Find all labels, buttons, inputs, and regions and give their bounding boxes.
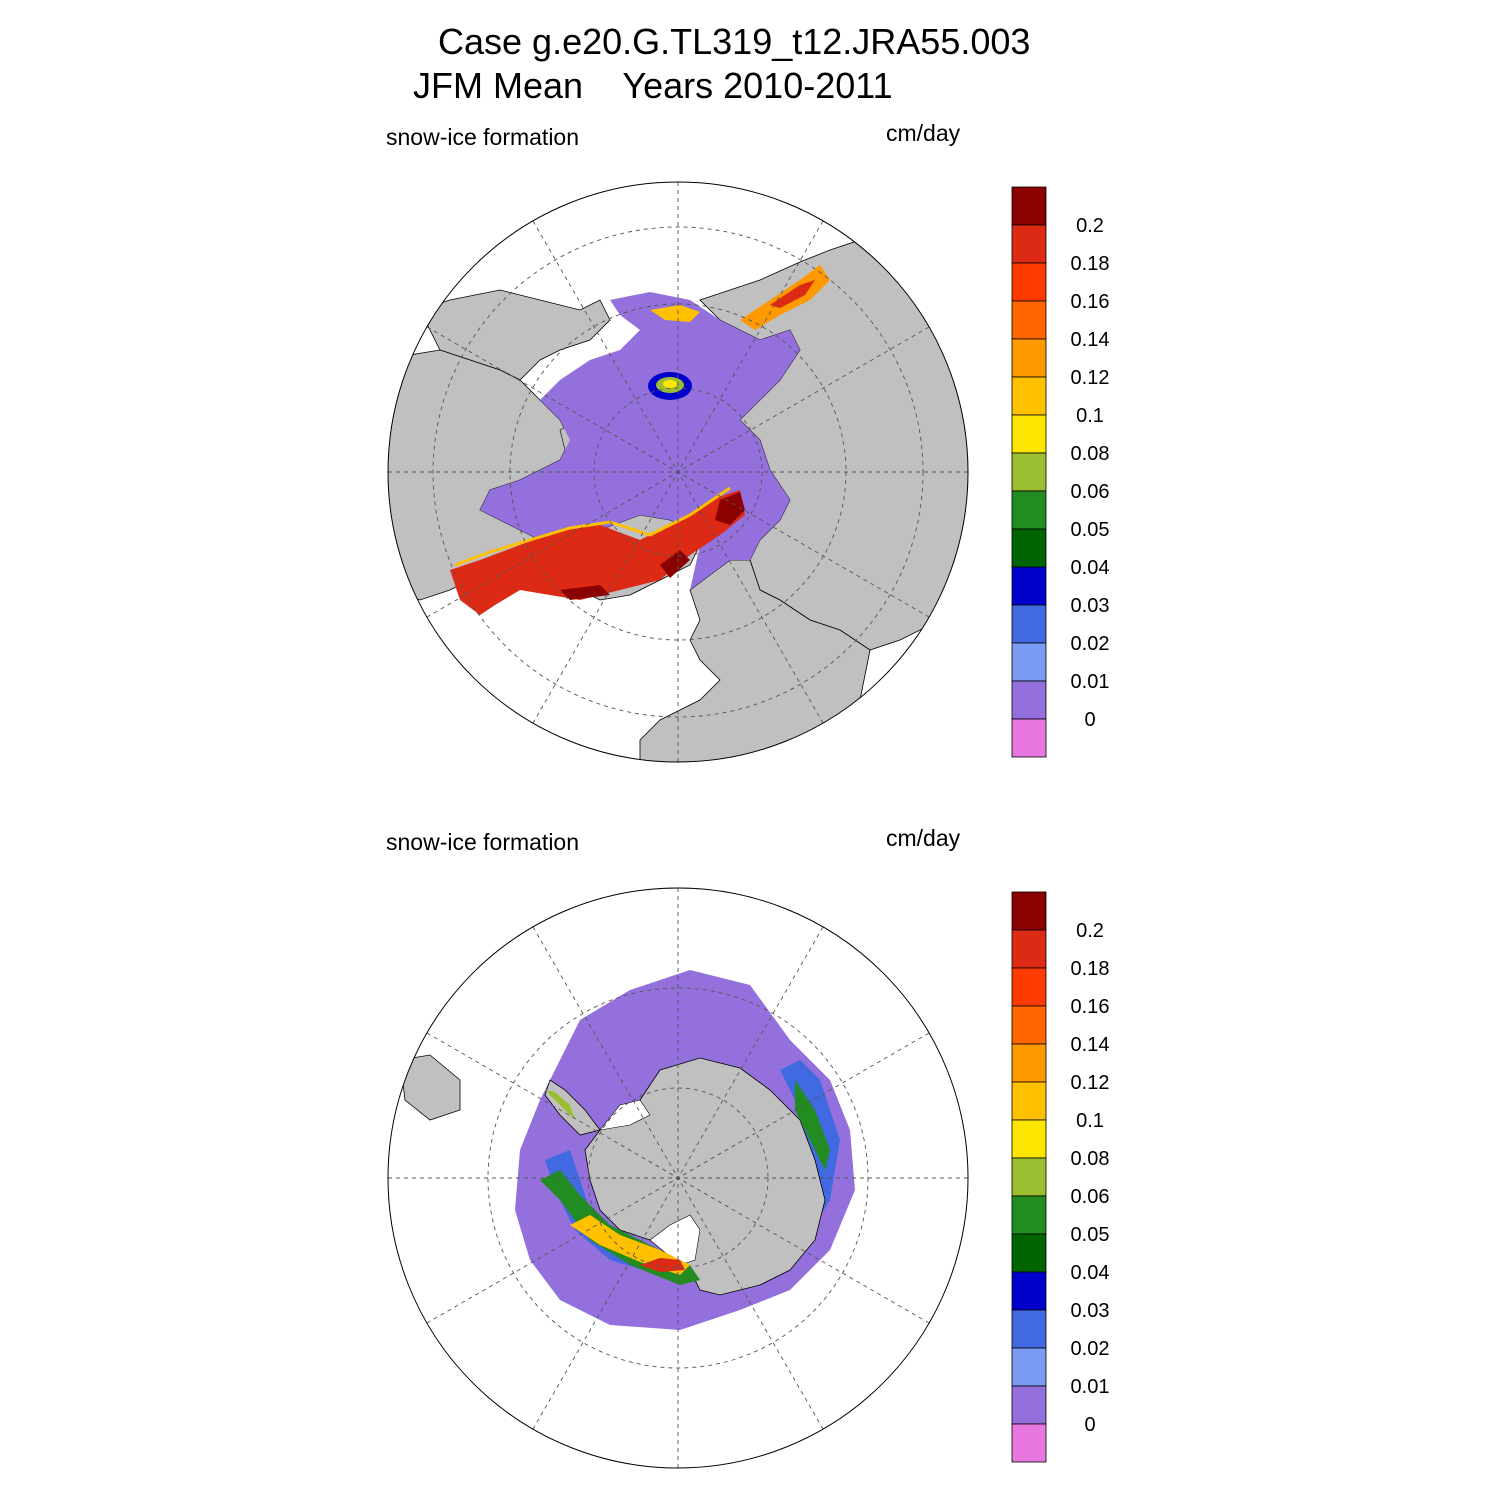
south-colorbar-swatch (1011, 1271, 1047, 1311)
north-map-gridlines (388, 182, 968, 762)
north-colorbar-swatch (1011, 186, 1047, 226)
south-colorbar-swatch (1011, 1119, 1047, 1159)
north-colorbar-swatch (1011, 224, 1047, 264)
north-colorbar-swatch (1011, 376, 1047, 416)
south-map-gridlines (388, 888, 968, 1468)
north-polar-map (387, 181, 969, 763)
north-map-clip (388, 239, 968, 762)
north-seaice-atlantic-core (560, 492, 745, 600)
south-colorbar-swatch (1011, 1005, 1047, 1045)
south-colorbar-tick-label: 0.04 (1071, 1262, 1110, 1284)
south-colorbar-swatch (1011, 929, 1047, 969)
north-colorbar-swatch (1011, 300, 1047, 340)
south-colorbar-swatch (1011, 1347, 1047, 1387)
north-colorbar-tick-label: 0.2 (1076, 215, 1104, 237)
north-colorbar-swatch (1011, 566, 1047, 606)
north-colorbar-swatch (1011, 452, 1047, 492)
south-map-border (387, 887, 969, 1469)
south-colorbar-tick-label: 0.02 (1071, 1338, 1110, 1360)
south-colorbar-tick-label: 0 (1084, 1414, 1095, 1436)
south-colorbar-tick-label: 0.2 (1076, 920, 1104, 942)
south-colorbar-tick-label: 0.03 (1071, 1300, 1110, 1322)
south-seaice-blue-band (545, 1060, 840, 1285)
north-colorbar-tick-label: 0.12 (1071, 367, 1110, 389)
north-colorbar-tick-label: 0.14 (1071, 329, 1110, 351)
north-colorbar-tick-label: 0.18 (1071, 253, 1110, 275)
south-colorbar-swatch (1011, 1423, 1047, 1463)
south-colorbar-swatch (1011, 1195, 1047, 1235)
south-seaice-east-green (795, 1080, 830, 1170)
north-map-border (387, 181, 969, 763)
south-polar-map (387, 887, 969, 1469)
north-colorbar-tick-label: 0.03 (1071, 595, 1110, 617)
north-seaice-bering-band (650, 305, 700, 322)
south-colorbar-swatch (1011, 1309, 1047, 1349)
south-seaice-ross-red (640, 1258, 685, 1272)
south-colorbar-tick-label: 0.18 (1071, 958, 1110, 980)
south-panel-variable-label: snow-ice formation (386, 829, 580, 855)
south-colorbar-swatch (1011, 1157, 1047, 1197)
south-colorbar-tick-label: 0.06 (1071, 1186, 1110, 1208)
north-colorbar-tick-label: 0.01 (1071, 671, 1110, 693)
north-colorbar-tick-label: 0.16 (1071, 291, 1110, 313)
north-seaice-okhotsk-core (770, 280, 815, 308)
north-panel-units-label: cm/day (886, 120, 961, 146)
north-panel-variable-label: snow-ice formation (386, 124, 580, 150)
south-colorbar-tick-label: 0.1 (1076, 1110, 1104, 1132)
figure-title-period: JFM Mean Years 2010-2011 (413, 65, 893, 106)
south-panel-units-label: cm/day (886, 825, 961, 851)
north-colorbar-swatch (1011, 718, 1047, 758)
south-colorbar-tick-label: 0.12 (1071, 1072, 1110, 1094)
south-landmass-peninsula (544, 1079, 601, 1136)
south-colorbar-tick-label: 0.08 (1071, 1148, 1110, 1170)
north-seaice-atlantic-edge (454, 486, 731, 567)
south-colorbar-tick-label: 0.05 (1071, 1224, 1110, 1246)
north-colorbar-tick-label: 0.1 (1076, 405, 1104, 427)
north-colorbar-swatch (1011, 642, 1047, 682)
north-colorbar-tick-label: 0.02 (1071, 633, 1110, 655)
south-colorbar-swatch (1011, 1081, 1047, 1121)
north-colorbar-swatch (1011, 680, 1047, 720)
south-colorbar-swatch (1011, 1385, 1047, 1425)
south-colorbar-swatch (1011, 1233, 1047, 1273)
north-seaice-central-patch-core (663, 380, 677, 388)
north-colorbar-tick-label: 0 (1084, 709, 1095, 731)
south-colorbar-tick-label: 0.16 (1071, 996, 1110, 1018)
north-colorbar-swatch (1011, 414, 1047, 454)
north-colorbar-swatch (1011, 262, 1047, 302)
south-colorbar-swatch (1011, 967, 1047, 1007)
north-colorbar-tick-label: 0.05 (1071, 519, 1110, 541)
south-colorbar: 0.2 0.18 0.16 0.14 0.12 0.1 0.08 0.06 0.05 0.04 0.… (1011, 891, 1110, 1463)
north-colorbar-tick-label: 0.06 (1071, 481, 1110, 503)
figure-title-case: Case g.e20.G.TL319_t12.JRA55.003 (438, 21, 1031, 62)
north-colorbar-tick-label: 0.04 (1071, 557, 1110, 579)
south-landmass-south-america (399, 1054, 461, 1121)
north-colorbar: 0.2 0.18 0.16 0.14 0.12 0.1 0.08 0.06 0.05 0.04 0.… (1011, 186, 1110, 758)
north-colorbar-swatch (1011, 338, 1047, 378)
south-map-clip (515, 970, 855, 1330)
north-colorbar-tick-label: 0.08 (1071, 443, 1110, 465)
north-colorbar-swatch (1011, 490, 1047, 530)
south-seaice-weddell-green (545, 1090, 575, 1120)
north-colorbar-swatch (1011, 604, 1047, 644)
south-colorbar-swatch (1011, 1043, 1047, 1083)
north-colorbar-swatch (1011, 528, 1047, 568)
south-colorbar-tick-label: 0.01 (1071, 1376, 1110, 1398)
south-colorbar-swatch (1011, 891, 1047, 931)
north-seaice-atlantic-band (450, 490, 745, 615)
south-colorbar-tick-label: 0.14 (1071, 1034, 1110, 1056)
